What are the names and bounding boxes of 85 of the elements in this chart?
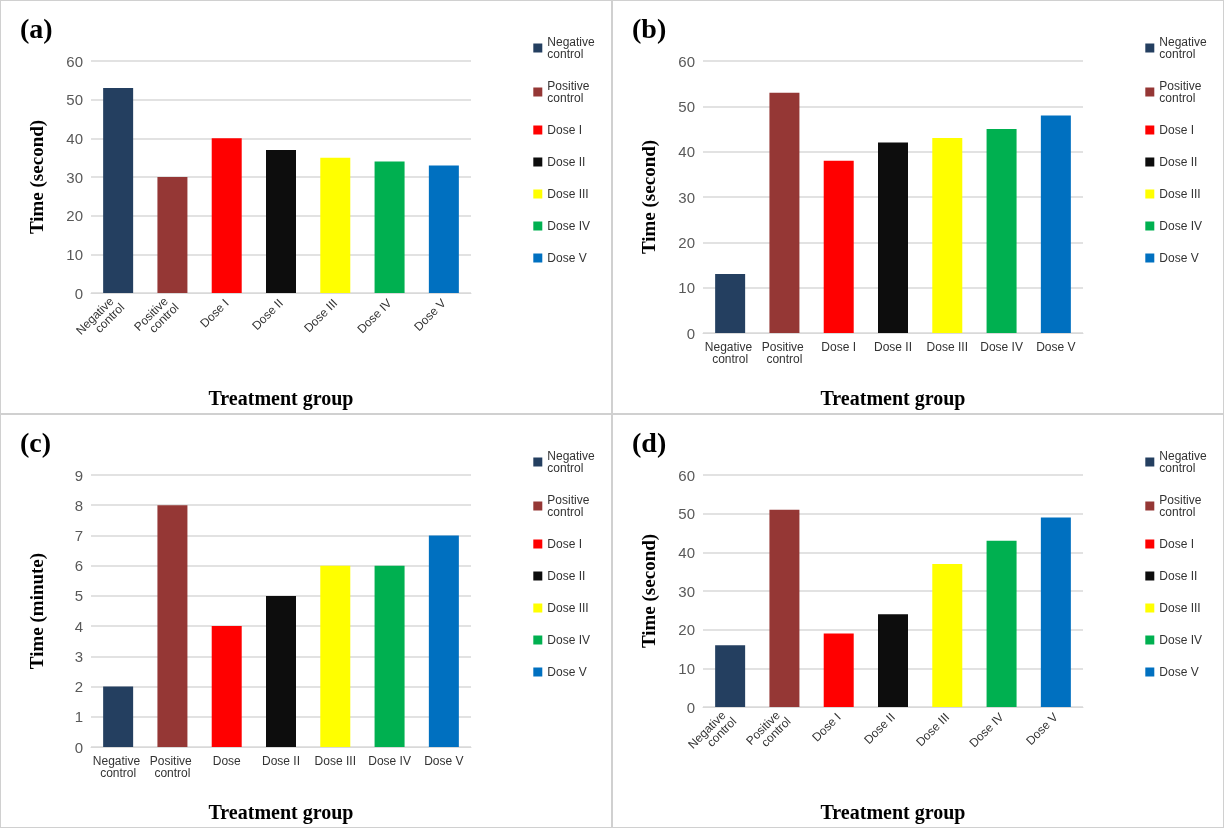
y-tick-label: 10 [678, 659, 695, 677]
y-tick-label: 7 [74, 526, 83, 544]
legend-label: Negative control [547, 35, 599, 61]
y-tick-label: 5 [74, 587, 83, 605]
legend-label: Dose II [1159, 155, 1198, 169]
y-tick-label: 0 [686, 324, 695, 342]
x-tick-label: Dose I [821, 340, 857, 354]
x-tick-label: Dose V [1036, 340, 1076, 354]
y-tick-label: 2 [74, 678, 83, 696]
y-tick-label: 0 [74, 738, 83, 756]
legend-label: Dose III [547, 187, 589, 201]
y-tick-label: 50 [678, 97, 695, 115]
x-tick-label: Dose IV [368, 754, 411, 768]
y-tick-label: 9 [74, 466, 83, 484]
y-tick-label: 60 [678, 52, 695, 70]
chart-title: (b) [632, 12, 667, 44]
legend-label: Negative control [1159, 449, 1211, 475]
x-tick-label: Negative control [704, 340, 756, 366]
y-tick-label: 30 [678, 188, 695, 206]
legend-label: Positive control [547, 493, 593, 519]
legend-label: Dose II [547, 155, 586, 169]
legend-label: Negative control [1159, 35, 1211, 61]
chart-title: (a) [20, 12, 53, 44]
y-tick-label: 40 [678, 543, 695, 561]
legend-label: Dose IV [547, 633, 590, 647]
y-tick-label: 20 [678, 233, 695, 251]
legend-label: Dose IV [547, 219, 590, 233]
legend-label: Positive control [1159, 79, 1205, 105]
y-tick-label: 1 [74, 708, 83, 726]
chart-title: (d) [632, 426, 667, 458]
legend-label: Dose IV [1159, 219, 1202, 233]
y-tick-label: 10 [678, 279, 695, 297]
x-tick-label: Dose II [873, 340, 913, 354]
x-tick-label: Negative control [92, 754, 144, 780]
y-tick-label: 40 [66, 129, 83, 147]
y-tick-label: 0 [686, 698, 695, 716]
legend-label: Positive control [1159, 493, 1205, 519]
y-tick-label: 3 [74, 647, 83, 665]
legend-label: Dose III [1159, 187, 1201, 201]
legend-label: Dose I [547, 123, 582, 137]
y-tick-label: 10 [66, 245, 83, 263]
legend-label: Dose II [1159, 569, 1198, 583]
legend-label: Dose I [1159, 123, 1194, 137]
x-tick-label: Dose IV [980, 340, 1023, 354]
y-tick-label: 30 [678, 582, 695, 600]
y-axis-title: Time (minute) [26, 552, 48, 670]
legend-label: Dose IV [1159, 633, 1202, 647]
x-tick-label: Dose III [314, 754, 356, 768]
y-axis-title: Time (second) [638, 533, 660, 649]
y-tick-label: 50 [66, 91, 83, 109]
legend-label: Dose V [547, 251, 587, 265]
y-tick-label: 8 [74, 496, 83, 514]
y-tick-label: 20 [66, 207, 83, 225]
y-axis-title: Time (second) [26, 119, 48, 235]
x-tick-label: Positive control [149, 754, 196, 780]
legend-label: Dose V [1159, 665, 1199, 679]
legend-label: Dose II [547, 569, 586, 583]
x-axis-title: Treatment group [820, 801, 966, 824]
legend-label: Dose V [1159, 251, 1199, 265]
x-tick-label: Dose III [926, 340, 968, 354]
legend-label: Dose III [547, 601, 589, 615]
y-tick-label: 60 [66, 52, 83, 70]
y-tick-label: 0 [74, 284, 83, 302]
x-tick-label: Positive control [761, 340, 808, 366]
y-tick-label: 6 [74, 557, 83, 575]
y-tick-label: 4 [74, 617, 83, 635]
x-tick-label: Dose II [261, 754, 301, 768]
y-tick-label: 20 [678, 621, 695, 639]
legend-label: Dose III [1159, 601, 1201, 615]
y-tick-label: 50 [678, 505, 695, 523]
legend-label: Positive control [547, 79, 593, 105]
x-tick-label: Dose V [424, 754, 464, 768]
legend-label: Dose I [1159, 537, 1194, 551]
legend-label: Negative control [547, 449, 599, 475]
x-axis-title: Treatment group [208, 387, 354, 410]
y-tick-label: 60 [678, 466, 695, 484]
x-tick-label: Dose [212, 754, 242, 768]
x-axis-title: Treatment group [208, 801, 354, 824]
legend-label: Dose I [547, 537, 582, 551]
legend-label: Dose V [547, 665, 587, 679]
x-axis-title: Treatment group [820, 387, 966, 410]
y-tick-label: 40 [678, 143, 695, 161]
y-axis-title: Time (second) [638, 139, 660, 255]
chart-title: (c) [20, 426, 52, 458]
y-tick-label: 30 [66, 168, 83, 186]
